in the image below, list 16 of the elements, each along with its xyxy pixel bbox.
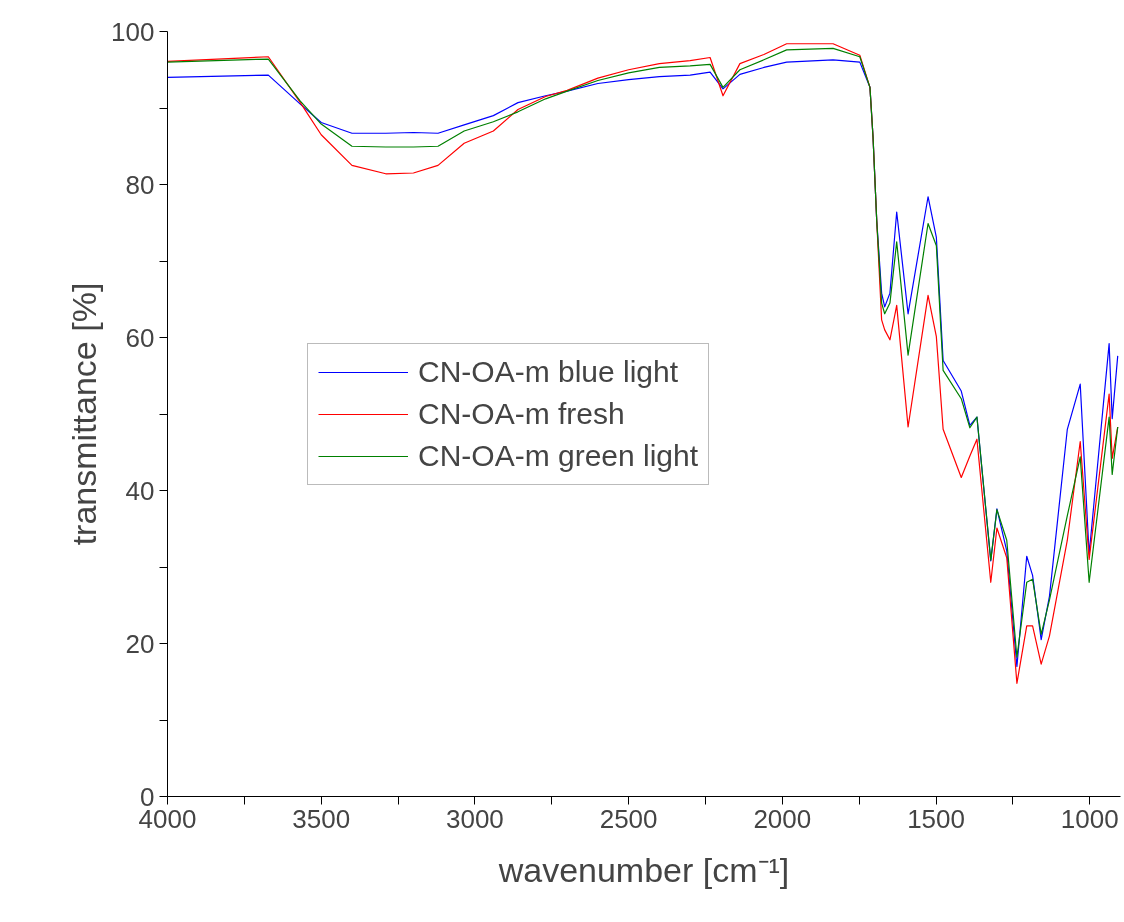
x-axis-title: wavenumber [cm⁻¹] <box>497 850 790 889</box>
x-tick-label: 3000 <box>446 803 504 834</box>
x-tick-label: 1000 <box>1060 803 1119 834</box>
x-tick-label: 3500 <box>292 803 351 834</box>
legend-label: CN-OA-m green light <box>418 437 699 474</box>
x-tick-label: 2500 <box>599 803 658 834</box>
y-tick-label: 100 <box>111 16 155 47</box>
x-tick-label: 1500 <box>907 803 965 834</box>
y-tick-label: 80 <box>125 169 155 200</box>
legend-label: CN-OA-m blue light <box>418 353 679 390</box>
y-tick-label: 60 <box>125 322 155 353</box>
y-tick-label: 20 <box>125 628 155 659</box>
x-tick-label: 2000 <box>753 803 812 834</box>
legend-label: CN-OA-m fresh <box>418 395 625 432</box>
y-axis-title: transmittance [%] <box>65 282 104 546</box>
y-tick-label: 40 <box>125 475 155 506</box>
